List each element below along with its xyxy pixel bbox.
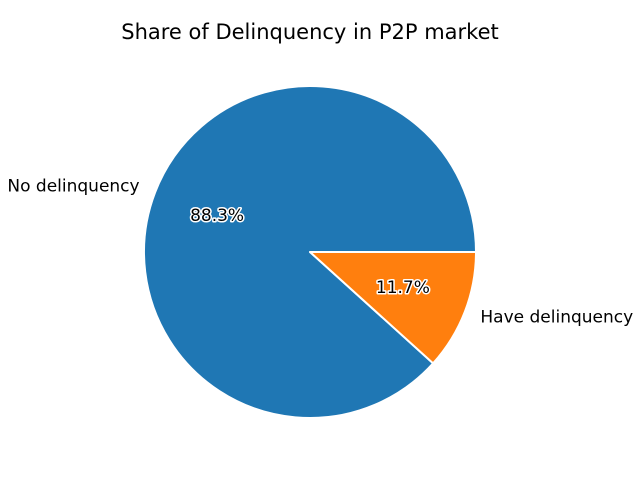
slice-percent-label-1: 88.3%	[190, 206, 244, 226]
pie-slice-2	[309, 251, 477, 365]
chart-title: Share of Delinquency in P2P market	[121, 20, 499, 44]
pie-slices	[143, 85, 477, 419]
slice-percent-label-2: 11.7%	[376, 278, 430, 298]
pie-labels: No delinquency 88.3% Have delinquency 11.7%	[7, 176, 633, 327]
slice-category-label-2: Have delinquency	[480, 308, 633, 328]
slice-category-label-1: No delinquency	[7, 176, 139, 196]
